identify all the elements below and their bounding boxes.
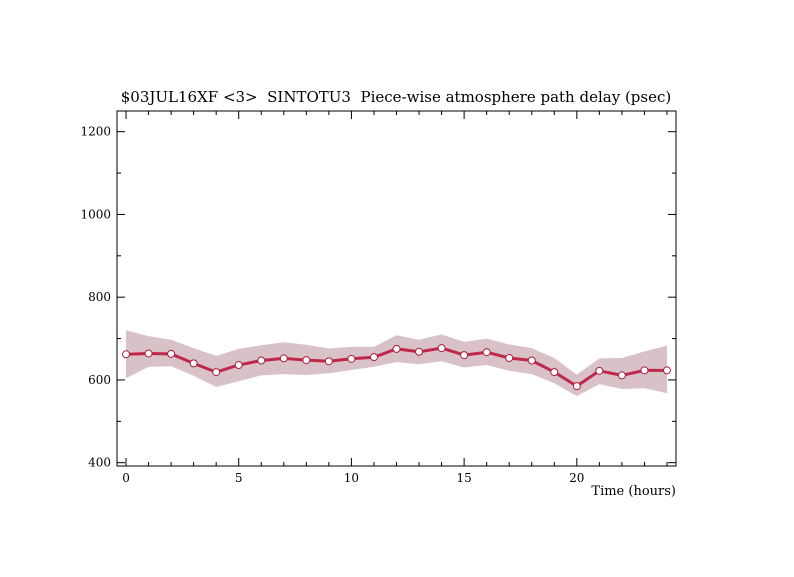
x-tick-label-0: 0 <box>122 471 130 485</box>
data-point-23 <box>640 366 649 375</box>
data-point-14 <box>437 344 446 353</box>
data-point-8 <box>302 356 311 365</box>
y-tick-label-1000: 1000 <box>80 207 111 221</box>
y-tick-label-400: 400 <box>88 456 111 470</box>
data-point-18 <box>527 356 536 365</box>
data-point-22 <box>617 371 626 380</box>
data-point-17 <box>505 354 514 363</box>
x-tick-label-20: 20 <box>569 471 584 485</box>
data-point-11 <box>369 353 378 362</box>
data-point-4 <box>212 368 221 377</box>
y-tick-label-600: 600 <box>88 373 111 387</box>
data-point-24 <box>662 366 671 375</box>
axis-layer: 0 5 10 15 20 400 600 800 1000 1200 <box>80 111 676 485</box>
data-point-19 <box>550 368 559 377</box>
data-point-layer <box>122 344 671 391</box>
y-tick-label-1200: 1200 <box>80 125 111 139</box>
data-point-10 <box>347 354 356 363</box>
x-tick-label-15: 15 <box>456 471 471 485</box>
data-point-2 <box>167 349 176 358</box>
data-point-12 <box>392 344 401 353</box>
y-tick-label-800: 800 <box>88 290 111 304</box>
uncertainty-band-layer <box>126 330 667 397</box>
data-point-9 <box>324 357 333 366</box>
uncertainty-band-0 <box>126 330 667 397</box>
data-point-0 <box>122 350 131 359</box>
data-point-21 <box>595 366 604 375</box>
data-point-6 <box>257 356 266 365</box>
chart-title: $03JUL16XF <3> SINTOTU3 Piece-wise atmos… <box>121 88 671 106</box>
data-point-16 <box>482 348 491 357</box>
data-point-1 <box>144 349 153 358</box>
x-tick-label-5: 5 <box>235 471 243 485</box>
data-point-20 <box>572 382 581 391</box>
data-point-7 <box>279 354 288 363</box>
data-point-3 <box>189 359 198 368</box>
data-point-5 <box>234 361 243 370</box>
data-point-15 <box>460 351 469 360</box>
data-point-13 <box>415 347 424 356</box>
x-tick-label-10: 10 <box>344 471 359 485</box>
x-axis-label: Time (hours) <box>591 484 676 499</box>
plot-frame <box>116 110 677 467</box>
